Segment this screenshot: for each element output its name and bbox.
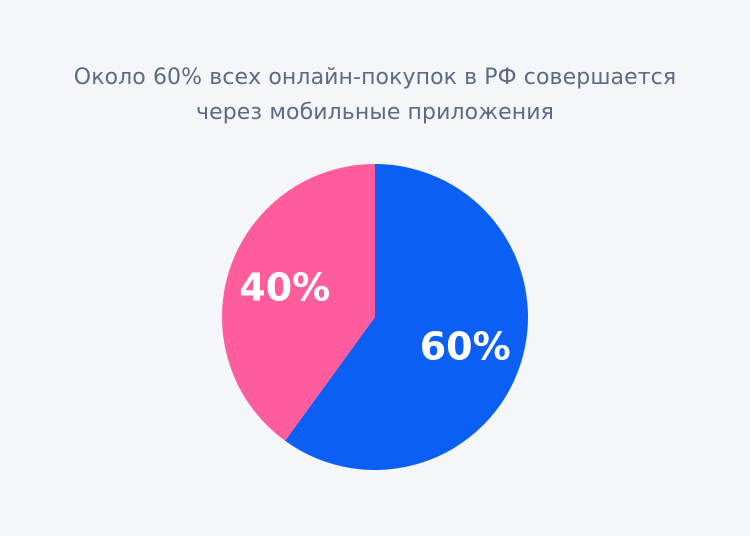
chart-title-line-2: через мобильные приложения [196,100,554,125]
pie-labels: 60% 40% [239,266,510,369]
pie-slice-1 [285,164,528,470]
chart-title-line-1: Около 60% всех онлайн-покупок в РФ совер… [73,65,677,90]
pie-slice-label-1: 60% [420,324,511,368]
pie-slices [221,164,528,470]
pie-slice-2 [221,164,375,441]
pie-slice-label-2: 40% [239,266,330,310]
chart-title: Около 60% всех онлайн-покупок в РФ совер… [0,60,750,130]
